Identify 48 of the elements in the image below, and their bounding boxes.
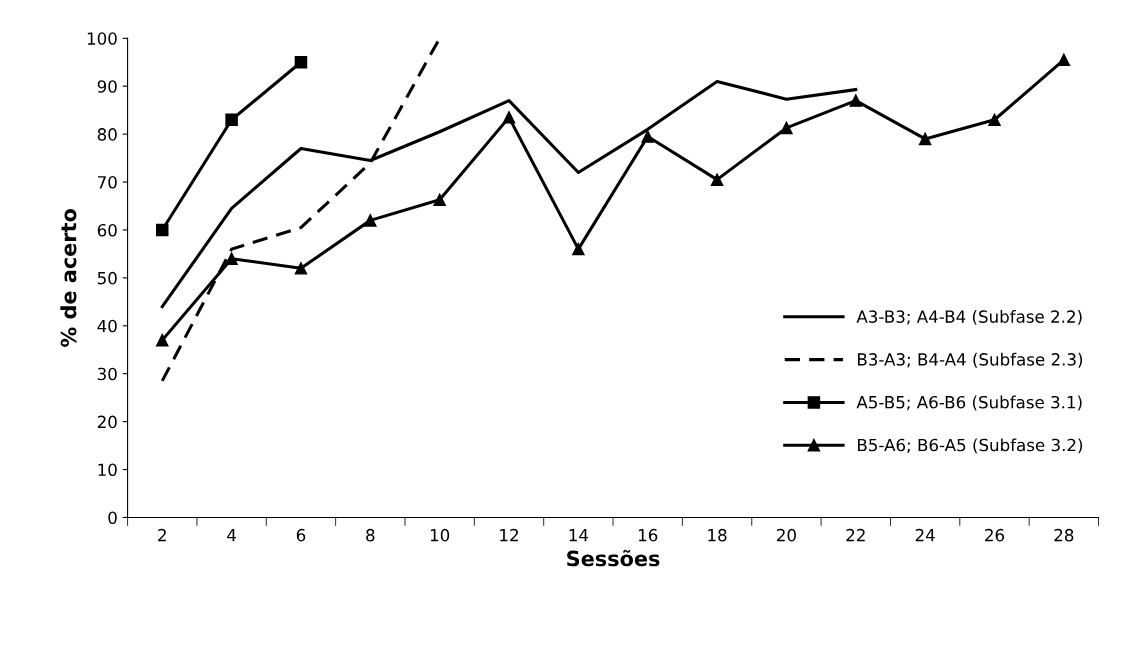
point xyxy=(780,121,793,135)
y-tick-label: 60 xyxy=(97,223,117,237)
point xyxy=(849,94,863,107)
y-tick-label: 80 xyxy=(97,128,117,141)
y-tick-label: 70 xyxy=(98,176,117,189)
x-tick-label: 16 xyxy=(638,528,658,542)
x-tick-label: 14 xyxy=(569,529,589,542)
y-tick-label: 10 xyxy=(98,463,117,477)
point xyxy=(364,214,377,227)
x-axis-title: Sessões xyxy=(567,549,660,567)
x-tick-label: 26 xyxy=(985,528,1005,542)
point xyxy=(225,252,238,265)
x-tick-label: 28 xyxy=(1054,528,1074,542)
y-tick-label: 50 xyxy=(97,271,117,285)
point xyxy=(1057,53,1071,67)
point xyxy=(988,113,1001,127)
x-tick-label: 18 xyxy=(708,528,727,542)
point xyxy=(225,113,238,127)
x-tick-label: 4 xyxy=(227,529,236,542)
legend-label: B3-A3; B4-A4 (Subfase 2.3) xyxy=(858,352,1083,368)
point xyxy=(433,193,446,207)
x-tick-label: 8 xyxy=(366,528,375,542)
point xyxy=(641,130,654,143)
x-tick-label: 2 xyxy=(158,528,166,542)
legend-label: A3-B3; A4-B4 (Subfase 2.2) xyxy=(856,310,1082,325)
y-tick-label: 100 xyxy=(87,32,117,45)
point xyxy=(156,333,169,347)
y-axis-title: % de acerto xyxy=(60,209,77,347)
x-tick-label: 6 xyxy=(296,528,306,542)
legend-label: A5-B5; A6-B6 (Subfase 3.1) xyxy=(856,395,1082,411)
x-tick-label: 24 xyxy=(915,528,935,542)
x-tick-label: 12 xyxy=(500,528,518,542)
y-tick-label: 40 xyxy=(97,319,117,333)
y-tick-label: 90 xyxy=(97,80,117,93)
legend-label: B5-A6; B6-A5 (Subfase 3.2) xyxy=(858,438,1083,454)
x-tick-label: 10 xyxy=(430,528,450,542)
y-tick-label: 20 xyxy=(97,415,117,429)
x-tick-label: 20 xyxy=(777,528,796,542)
point xyxy=(710,173,724,186)
point xyxy=(156,223,169,237)
point xyxy=(294,262,308,275)
point xyxy=(572,242,585,256)
y-tick-label: 0 xyxy=(108,511,117,525)
y-tick-label: 30 xyxy=(97,367,117,381)
point xyxy=(918,132,932,146)
x-tick-label: 22 xyxy=(846,528,865,542)
point xyxy=(294,56,308,69)
point xyxy=(502,111,516,124)
